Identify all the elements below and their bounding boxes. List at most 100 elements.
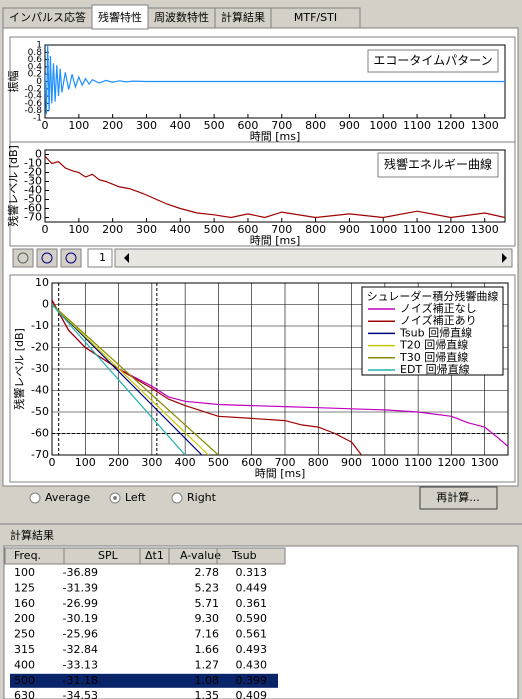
cell[interactable]: -26.99 xyxy=(63,597,98,610)
column-header[interactable]: Tsub xyxy=(231,549,257,562)
tab[interactable] xyxy=(91,4,149,30)
scrollbar[interactable] xyxy=(114,248,513,268)
x-tick-label: 500 xyxy=(204,119,225,132)
results-list xyxy=(3,545,519,699)
cell[interactable]: 0.561 xyxy=(236,628,268,641)
cell[interactable]: -33.13 xyxy=(63,658,98,671)
cell[interactable]: 1.27 xyxy=(195,658,220,671)
tab-label[interactable]: インパルス応答 xyxy=(9,10,86,24)
toolbar-icon[interactable] xyxy=(41,252,53,264)
cell[interactable]: 100 xyxy=(14,566,35,579)
x-tick-label: 300 xyxy=(141,456,162,469)
recalc-label[interactable]: 再計算... xyxy=(436,490,480,504)
y-tick-label: -50 xyxy=(24,193,42,206)
cell[interactable]: 630 xyxy=(14,689,35,699)
cell[interactable]: 9.30 xyxy=(195,612,220,625)
selected-row[interactable] xyxy=(10,673,278,688)
x-tick-label: 1200 xyxy=(437,223,465,236)
cell[interactable]: 7.16 xyxy=(195,628,220,641)
y-tick-label: 0.4 xyxy=(28,62,43,72)
cell[interactable]: 0.493 xyxy=(236,643,268,656)
page-field[interactable] xyxy=(87,248,113,268)
x-tick-label: 900 xyxy=(339,119,360,132)
cell[interactable]: 0.313 xyxy=(236,566,268,579)
y-tick-label: -10 xyxy=(24,157,42,170)
scroll-right[interactable] xyxy=(502,253,507,263)
cell[interactable]: -30.19 xyxy=(63,612,98,625)
toolbar-icon[interactable] xyxy=(65,252,77,264)
x-tick-label: 1000 xyxy=(369,119,397,132)
chart-title-box xyxy=(367,49,499,73)
header-row xyxy=(4,547,286,565)
toolbar-button[interactable] xyxy=(60,248,82,268)
radio[interactable] xyxy=(29,492,41,504)
data-line xyxy=(52,304,209,455)
scroll-left[interactable] xyxy=(124,253,129,263)
cell[interactable]: 2.78 xyxy=(195,566,220,579)
cell[interactable]: 315 xyxy=(14,643,35,656)
toolbar-button[interactable] xyxy=(12,248,34,268)
recalc-button[interactable] xyxy=(419,486,498,510)
cell[interactable]: 125 xyxy=(14,581,35,594)
data-line xyxy=(52,304,203,455)
cell[interactable]: 160 xyxy=(14,597,35,610)
data-line xyxy=(45,45,505,115)
cell[interactable]: -32.84 xyxy=(63,643,98,656)
cell[interactable]: 200 xyxy=(14,612,35,625)
cell[interactable]: 1.35 xyxy=(195,689,220,699)
x-tick-label: 900 xyxy=(341,456,362,469)
cell[interactable]: 5.71 xyxy=(195,597,220,610)
x-axis-label: 時間 [ms] xyxy=(255,467,306,480)
tab-label[interactable]: 計算結果 xyxy=(221,10,265,24)
radio-label[interactable]: Average xyxy=(45,491,90,504)
y-tick-label: -40 xyxy=(31,384,49,397)
x-tick-label: 100 xyxy=(75,456,96,469)
x-tick-label: 200 xyxy=(102,223,123,236)
y-axis-label: 振幅 xyxy=(6,71,20,93)
page-number[interactable]: 1 xyxy=(99,251,106,264)
cell[interactable]: 250 xyxy=(14,628,35,641)
tab-label[interactable]: 周波数特性 xyxy=(154,10,209,24)
y-tick-label: -50 xyxy=(31,405,49,418)
cell[interactable]: 5.23 xyxy=(195,581,220,594)
column-header[interactable]: Freq. xyxy=(14,549,41,562)
cell[interactable]: 0.449 xyxy=(236,581,268,594)
cell[interactable]: 0.409 xyxy=(236,689,268,699)
cell[interactable]: 0.399 xyxy=(236,674,268,687)
column-header[interactable]: A-value xyxy=(180,549,221,562)
cell[interactable]: 1.08 xyxy=(195,674,220,687)
x-tick-label: 800 xyxy=(305,223,326,236)
cell[interactable]: 0.430 xyxy=(236,658,268,671)
x-tick-label: 400 xyxy=(170,223,191,236)
tab-label[interactable]: MTF/STI xyxy=(294,11,337,24)
chart-title: エコータイムパターン xyxy=(373,54,492,68)
cell[interactable]: 500 xyxy=(14,674,35,687)
radio-label[interactable]: Right xyxy=(187,491,217,504)
tab[interactable] xyxy=(270,7,361,29)
cell[interactable]: -36.89 xyxy=(63,566,98,579)
radio-dot[interactable] xyxy=(113,496,117,500)
group-title: 計算結果 xyxy=(10,528,54,542)
cell[interactable]: 400 xyxy=(14,658,35,671)
cell[interactable]: 0.361 xyxy=(236,597,268,610)
column-header[interactable]: SPL xyxy=(98,549,119,562)
cell[interactable]: 1.66 xyxy=(195,643,220,656)
toolbar-button[interactable] xyxy=(36,248,58,268)
cell[interactable]: -31.18 xyxy=(63,674,98,687)
toolbar-icon[interactable] xyxy=(17,252,29,264)
column-header[interactable]: Δt1 xyxy=(145,549,164,562)
y-tick-label: -0.2 xyxy=(24,84,42,94)
x-tick-label: 800 xyxy=(308,456,329,469)
legend-label: EDT 回帰直線 xyxy=(400,362,470,376)
x-tick-label: 600 xyxy=(241,456,262,469)
radio-label[interactable]: Left xyxy=(125,491,146,504)
tab-label[interactable]: 残響特性 xyxy=(98,10,142,24)
cell[interactable]: -34.53 xyxy=(63,689,98,699)
y-tick-label: 0.8 xyxy=(28,48,43,58)
x-tick-label: 100 xyxy=(68,119,89,132)
legend-label: Tsub 回帰直線 xyxy=(399,325,472,339)
cell[interactable]: -31.39 xyxy=(63,581,98,594)
cell[interactable]: -25.96 xyxy=(63,628,98,641)
radio[interactable] xyxy=(171,492,183,504)
cell[interactable]: 0.590 xyxy=(236,612,268,625)
